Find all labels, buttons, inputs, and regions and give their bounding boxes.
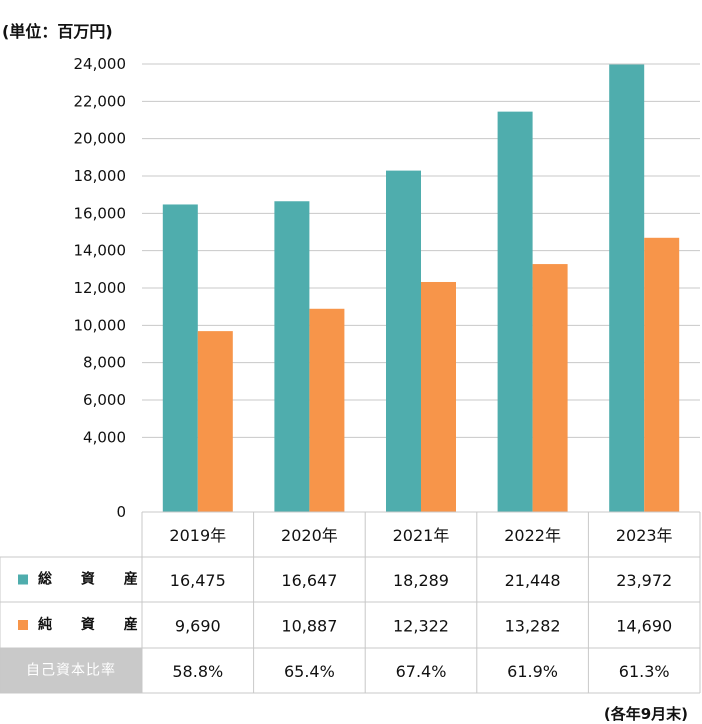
table-cell: 58.8% [172,662,223,681]
unit-label: (単位：百万円) [2,22,113,41]
y-tick-label: 24,000 [74,55,127,73]
y-tick-label: 20,000 [74,130,127,148]
table-cell: 10,887 [281,617,337,636]
y-tick-label: 12,000 [74,279,127,297]
y-tick-label: 6,000 [83,391,126,409]
x-tick-label: 2022年 [504,526,561,545]
bar-total-assets [162,204,198,512]
table-cell: 16,647 [281,571,337,590]
bar-net-assets [197,331,233,512]
legend-swatch-net [18,620,28,630]
y-tick-label: 8,000 [83,354,126,372]
row-label: 純 資 産 [38,616,150,633]
y-tick-label: 22,000 [74,92,127,110]
table-cell: 9,690 [175,617,221,636]
table-cell: 16,475 [170,571,226,590]
table-cell: 21,448 [505,571,561,590]
y-tick-label: 16,000 [74,204,127,222]
table-cell: 18,289 [393,571,449,590]
row-label: 総 資 産 [38,571,150,588]
date-note: (各年9月末) [603,705,688,723]
bar-total-assets [386,170,421,512]
x-tick-label: 2021年 [393,526,450,545]
table-cell: 65.4% [284,662,335,681]
y-tick-label: 14,000 [74,242,127,260]
y-tick-label: 4,000 [83,428,126,446]
bar-total-assets [609,64,645,512]
table-cell: 23,972 [616,571,672,590]
bar-net-assets [532,264,568,512]
table-cell: 14,690 [616,617,672,636]
x-tick-label: 2020年 [281,526,338,545]
table-cell: 13,282 [505,617,561,636]
table-cell: 12,322 [393,617,449,636]
y-tick-label: 18,000 [74,167,127,185]
bar-net-assets [644,237,680,512]
ratio-label-bg [0,648,142,693]
bar-total-assets [274,201,310,513]
x-tick-label: 2019年 [169,526,226,545]
table-cell: 67.4% [396,662,447,681]
table-cell: 61.3% [619,662,670,681]
legend-swatch-total [18,574,28,585]
bar-total-assets [497,111,533,513]
bar-net-assets [421,281,456,512]
table-cell: 61.9% [507,662,558,681]
x-tick-label: 2023年 [616,526,673,545]
y-tick-label: 10,000 [74,316,127,334]
y-tick-label: 0 [116,503,126,521]
bar-net-assets [309,308,345,512]
row-label: 自己資本比率 [26,662,116,679]
